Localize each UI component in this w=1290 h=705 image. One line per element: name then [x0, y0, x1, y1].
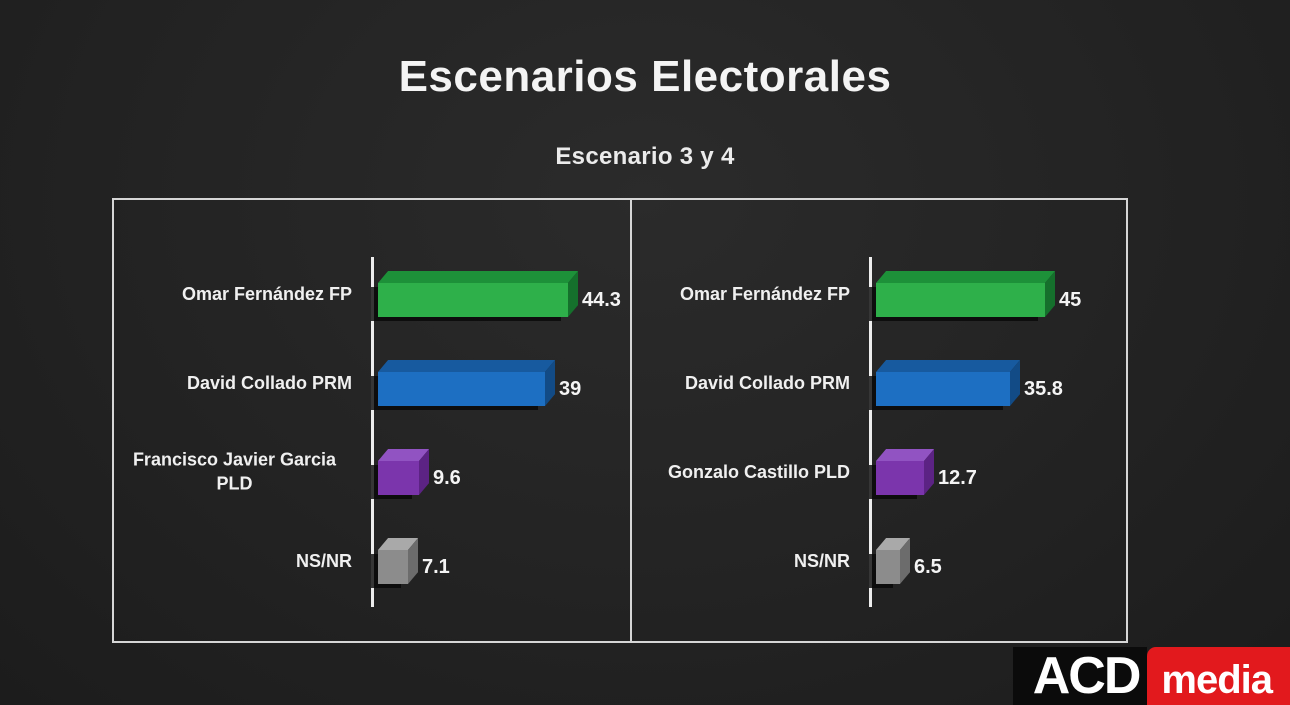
- bar-face-front: [378, 461, 419, 495]
- category-label: Gonzalo Castillo PLD: [667, 461, 850, 482]
- value-label: 12.7: [938, 467, 977, 489]
- bar-face-top: [378, 360, 556, 372]
- bar-gray: [876, 538, 911, 584]
- category-label: Omar Fernández FP: [679, 283, 850, 304]
- category-label: David Collado PRM: [186, 372, 352, 393]
- bar-green: [378, 271, 579, 317]
- bar-face-top: [876, 360, 1021, 372]
- bar-face-front: [876, 372, 1010, 406]
- bar-purple: [378, 449, 430, 495]
- bar-face-top: [378, 271, 579, 283]
- category-axis-line: [371, 257, 374, 607]
- logo-black-box: ACD: [1012, 647, 1148, 705]
- logo-red-box: media: [1147, 647, 1290, 705]
- page-title: Escenarios Electorales: [398, 52, 892, 101]
- bar-blue: [378, 360, 556, 406]
- chart-panel-escenario-3: Omar Fernández FP 44.3 David Collado PRM 39…: [114, 200, 632, 641]
- bar-face-front: [876, 283, 1045, 317]
- category-label: Omar Fernández FP: [181, 283, 352, 304]
- value-label: 45: [1059, 289, 1082, 311]
- bar-blue: [876, 360, 1021, 406]
- bar-green: [876, 271, 1056, 317]
- category-label: Francisco Javier Garcia PLD: [132, 449, 337, 494]
- category-label: NS/NR: [295, 550, 352, 571]
- category-label: NS/NR: [793, 550, 850, 571]
- bar-purple: [876, 449, 935, 495]
- bar-gray: [378, 538, 419, 584]
- category-axis-line: [869, 257, 872, 607]
- bar-face-front: [378, 283, 568, 317]
- value-label: 39: [559, 378, 582, 400]
- value-label: 7.1: [422, 556, 450, 578]
- value-label: 35.8: [1024, 378, 1063, 400]
- bar-face-front: [876, 550, 900, 584]
- logo-acd-text: ACD: [1032, 647, 1142, 705]
- bar-face-front: [876, 461, 924, 495]
- category-label: David Collado PRM: [684, 372, 850, 393]
- logo-media-text: media: [1161, 658, 1273, 702]
- chart-panel-escenario-4: Omar Fernández FP 45 David Collado PRM 35.8…: [632, 200, 1126, 641]
- bar-face-front: [378, 550, 408, 584]
- acd-media-logo: ACD media: [1012, 647, 1290, 705]
- value-label: 6.5: [914, 556, 942, 578]
- value-label: 44.3: [582, 289, 621, 311]
- value-label: 9.6: [433, 467, 461, 489]
- bar-face-front: [378, 372, 545, 406]
- chart-board: Omar Fernández FP 44.3 David Collado PRM 39…: [112, 198, 1128, 643]
- bar-face-top: [876, 271, 1056, 283]
- page-subtitle: Escenario 3 y 4: [555, 143, 735, 170]
